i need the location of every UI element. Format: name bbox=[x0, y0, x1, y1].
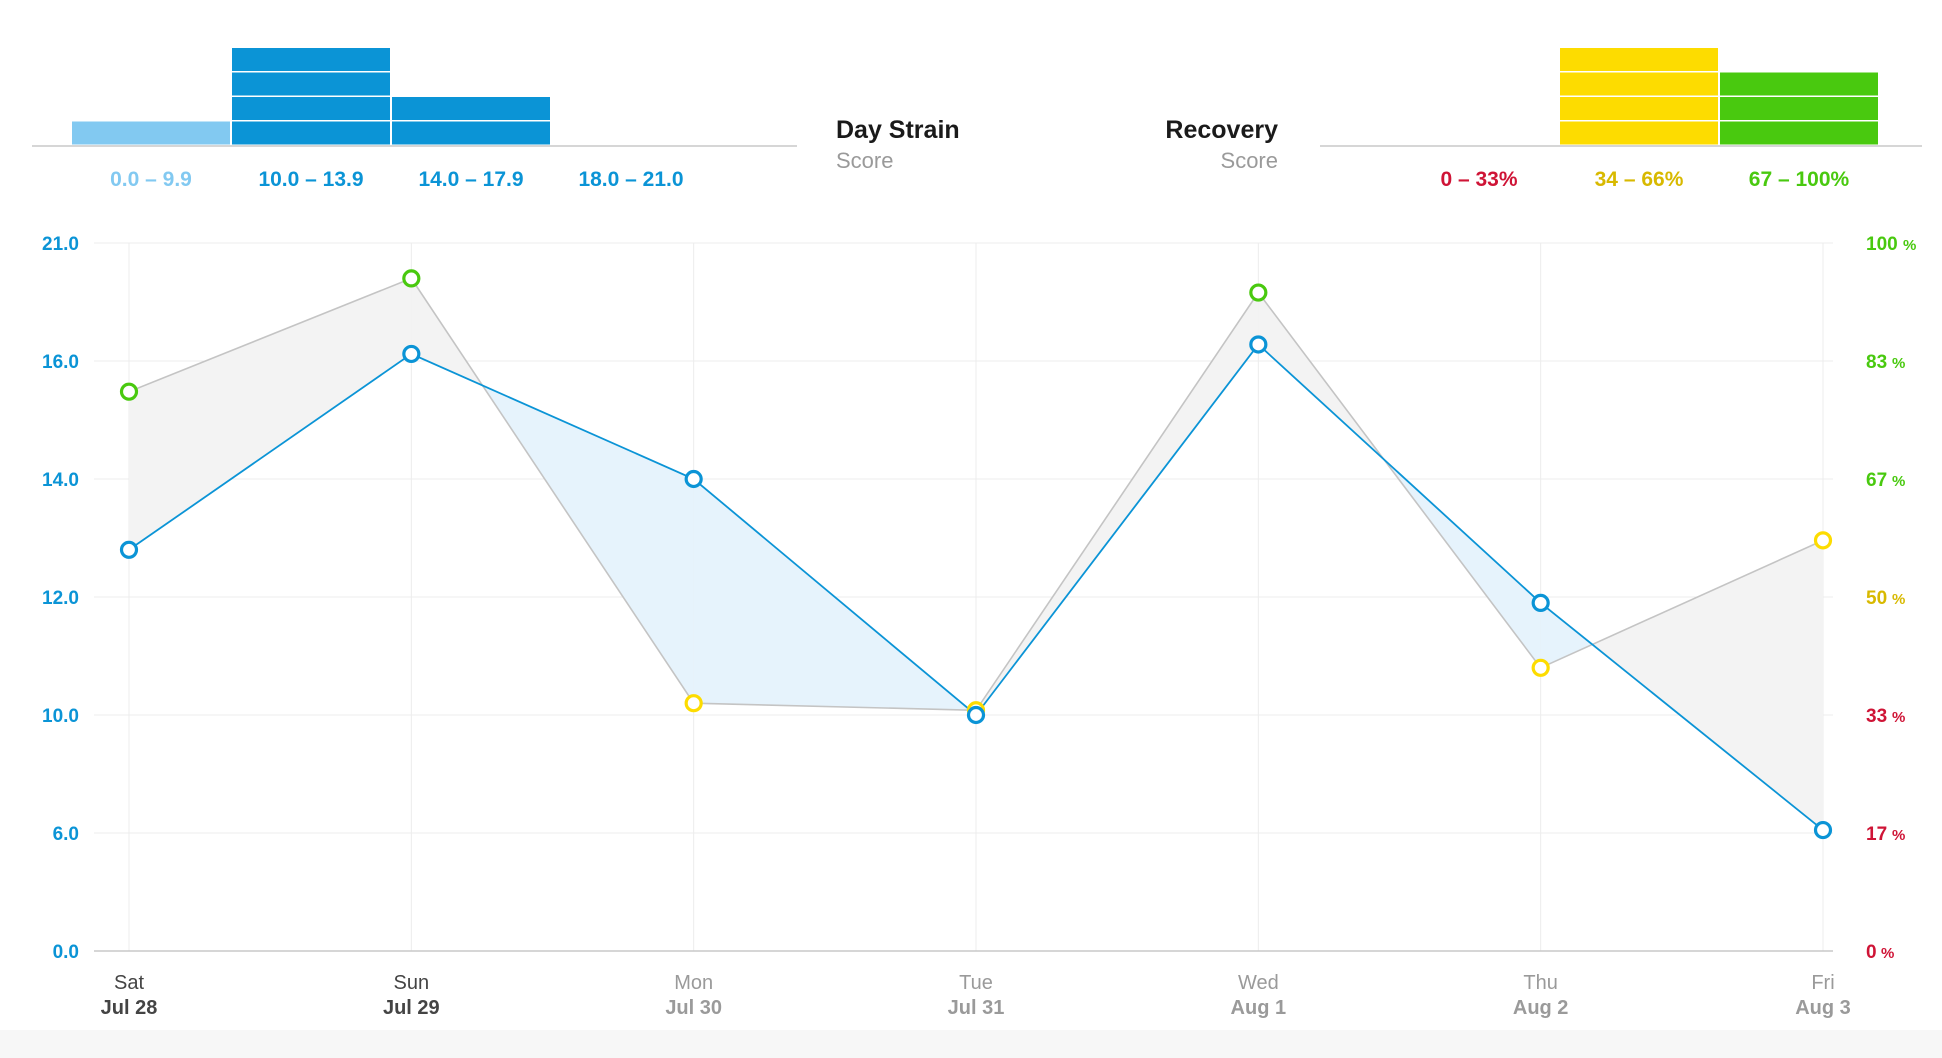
right-axis-tick-unit: % bbox=[1892, 591, 1905, 608]
strain-bin-label: 14.0 – 17.9 bbox=[418, 168, 523, 191]
strain-point bbox=[119, 540, 139, 559]
right-axis-tick-unit: % bbox=[1903, 237, 1916, 254]
recovery-point bbox=[684, 694, 703, 713]
x-axis-date-label: Jul 31 bbox=[948, 997, 1005, 1019]
left-axis-tick-label: 16.0 bbox=[42, 352, 79, 373]
right-axis-tick-label: 100 bbox=[1866, 234, 1898, 255]
recovery-point bbox=[119, 382, 139, 401]
recovery-bin-bar-segment bbox=[1560, 121, 1718, 145]
x-axis-date-label: Aug 1 bbox=[1231, 997, 1287, 1019]
strain-legend-title: Day Strain bbox=[836, 116, 960, 144]
strain-bin-bar-segment bbox=[232, 97, 390, 120]
right-axis-tick-unit: % bbox=[1892, 355, 1905, 372]
left-axis-tick-label: 12.0 bbox=[42, 588, 79, 609]
left-axis-tick-label: 0.0 bbox=[53, 942, 79, 963]
legend: 0.0 – 9.9 10.0 – 13.9 14.0 – 17.9 18.0 – 21… bbox=[32, 48, 1922, 191]
strain-bin-label: 0.0 – 9.9 bbox=[110, 168, 192, 191]
recovery-point bbox=[1249, 283, 1268, 302]
left-axis-tick-label: 10.0 bbox=[42, 706, 79, 727]
left-axis-tick-label: 14.0 bbox=[42, 470, 79, 491]
strain-legend-subtitle: Score bbox=[836, 148, 893, 173]
x-axis-date-label: Jul 30 bbox=[665, 997, 722, 1019]
x-axis-date-label: Aug 2 bbox=[1513, 997, 1569, 1019]
recovery-point bbox=[1531, 658, 1550, 677]
x-axis-date-label: Jul 28 bbox=[101, 997, 158, 1019]
right-axis-tick-label: 50 bbox=[1866, 588, 1887, 609]
strain-point bbox=[402, 344, 421, 364]
recovery-bin-label: 0 – 33% bbox=[1440, 168, 1517, 191]
strain-bin-bar-segment bbox=[392, 121, 550, 145]
x-axis-day-label: Sat bbox=[114, 972, 144, 994]
strain-bin-bar-segment bbox=[232, 121, 390, 145]
difference-area-segment bbox=[1540, 602, 1593, 668]
x-axis-day-label: Sun bbox=[394, 972, 430, 994]
right-axis-tick-label: 33 bbox=[1866, 706, 1887, 727]
recovery-bin-bar-segment bbox=[1720, 121, 1878, 145]
right-axis-tick-unit: % bbox=[1892, 473, 1905, 490]
x-axis-day-label: Fri bbox=[1811, 972, 1834, 994]
right-axis-tick-label: 0 bbox=[1866, 942, 1877, 963]
strain-bin-bar-segment bbox=[232, 72, 390, 96]
right-axis-tick-unit: % bbox=[1892, 709, 1905, 726]
recovery-legend-title: Recovery bbox=[1165, 116, 1278, 144]
recovery-bin-label: 67 – 100% bbox=[1749, 168, 1850, 191]
strain-bin-bar-segment bbox=[72, 121, 230, 145]
series-points bbox=[119, 269, 1833, 840]
right-axis-tick-unit: % bbox=[1892, 827, 1905, 844]
left-axis-tick-label: 6.0 bbox=[53, 824, 79, 845]
recovery-bin-bar-segment bbox=[1560, 97, 1718, 120]
recovery-bin-bar-segment bbox=[1560, 72, 1718, 96]
strain-bin-label: 10.0 – 13.9 bbox=[258, 168, 363, 191]
strain-point bbox=[684, 469, 703, 489]
bottom-band bbox=[0, 1030, 1942, 1058]
strain-bin-bar-segment bbox=[232, 48, 390, 71]
strain-bin-label: 18.0 – 21.0 bbox=[578, 168, 683, 191]
strain-point bbox=[1249, 335, 1268, 354]
difference-area-segment bbox=[1592, 540, 1823, 830]
x-axis-day-label: Thu bbox=[1523, 972, 1557, 994]
x-axis-date-label: Jul 29 bbox=[383, 997, 440, 1019]
strain-point bbox=[1531, 593, 1550, 613]
right-axis-tick-label: 67 bbox=[1866, 470, 1887, 491]
difference-area-segment bbox=[129, 278, 412, 550]
strain-point bbox=[966, 705, 986, 725]
recovery-legend-subtitle: Score bbox=[1221, 148, 1278, 173]
strain-bin-bar-segment bbox=[392, 97, 550, 120]
recovery-point bbox=[1813, 531, 1833, 550]
recovery-point bbox=[402, 269, 421, 288]
right-axis-tick-unit: % bbox=[1881, 945, 1894, 962]
recovery-bin-bar-segment bbox=[1720, 97, 1878, 120]
x-axis-day-label: Wed bbox=[1238, 972, 1279, 994]
x-axis-day-label: Mon bbox=[674, 972, 713, 994]
right-axis-tick-label: 17 bbox=[1866, 824, 1887, 845]
strain-point bbox=[1813, 820, 1833, 840]
recovery-bin-bar-segment bbox=[1720, 72, 1878, 96]
left-axis-tick-label: 21.0 bbox=[42, 234, 79, 255]
x-axis-day-label: Tue bbox=[959, 972, 993, 994]
x-axis-date-label: Aug 3 bbox=[1795, 997, 1851, 1019]
axis-labels: 0.0 6.0 10.0 12.0 14.0 16.0 21.0 0 % 17 % 33 % 50 % 67%… bbox=[42, 234, 1916, 1019]
recovery-bin-bar-segment bbox=[1560, 48, 1718, 71]
recovery-bin-label: 34 – 66% bbox=[1595, 168, 1684, 191]
right-axis-tick-label: 83 bbox=[1866, 352, 1887, 373]
